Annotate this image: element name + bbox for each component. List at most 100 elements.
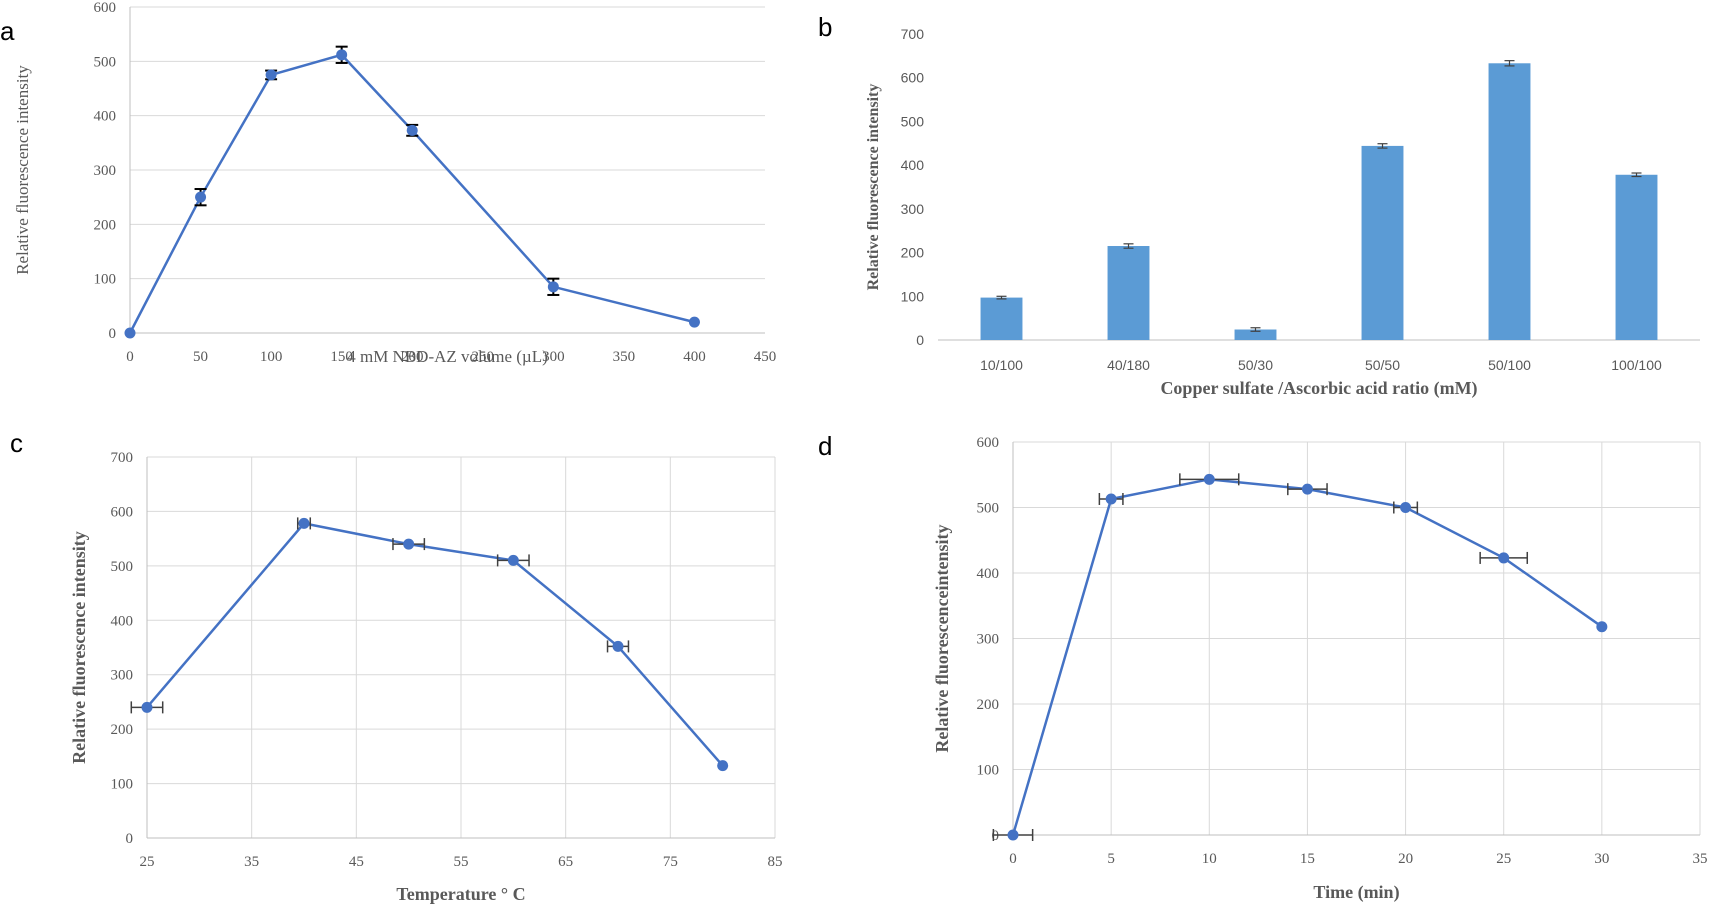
bar [1488,63,1531,340]
bar [1361,145,1404,340]
x-tick-label: 25 [1496,851,1511,867]
data-point [1203,473,1215,485]
y-axis-title: Relative fluorescence intensity [69,531,89,764]
x-tick-label: 20 [1398,851,1413,867]
chart-panel-d: 0 100 200 300 400 500 600 0 5 10 15 20 25 30 35 Time (m… [932,435,1708,903]
x-tick-label: 45 [349,854,364,870]
bar [1107,246,1150,340]
bar [1234,329,1277,340]
x-tick-label: 200 [401,349,424,365]
data-point [547,281,559,293]
data-point [612,640,624,652]
y-tick-label: 400 [901,157,925,173]
y-tick-label: 400 [94,109,117,125]
panel-letter-d: d [818,431,832,461]
x-tick-label: 100 [260,349,283,365]
y-tick-label: 200 [901,245,925,261]
data-point [507,554,519,566]
data-point [195,191,207,203]
data-point [298,517,310,529]
panel-letter-c: c [10,428,23,458]
y-tick-label: 700 [111,450,134,466]
chart-panel-b: 0 100 200 300 400 500 600 700 10/100 40/180 50/30 5… [865,26,1700,399]
y-tick-label: 100 [94,272,117,288]
data-point [717,760,729,772]
y-tick-label: 300 [901,201,925,217]
x-axis-title: Time (min) [1313,882,1399,903]
data-point [1007,829,1019,841]
y-tick-label: 0 [126,831,134,847]
data-point [403,538,415,550]
y-tick-label: 500 [111,559,134,575]
y-axis-title: Relative fluorescenceintensity [932,524,952,752]
x-tick-label: 350 [613,349,636,365]
chart-panel-a: 0 100 200 300 400 500 600 0 50 100 150 200 250 300 350… [13,0,776,366]
x-tick-label: 35 [244,854,259,870]
x-category-label: 50/50 [1365,357,1400,373]
x-axis-title: Temperature ° C [396,884,525,904]
x-tick-label: 75 [663,854,678,870]
x-tick-label: 15 [1300,851,1315,867]
x-tick-label: 0 [1009,851,1017,867]
x-category-label: 100/100 [1611,357,1662,373]
series-line [128,53,695,334]
bar [980,297,1023,340]
data-point [265,69,277,81]
x-category-label: 50/30 [1238,357,1273,373]
y-tick-label: 600 [94,0,117,16]
y-tick-label: 0 [992,828,1000,844]
y-tick-label: 400 [111,613,134,629]
data-point [1301,483,1313,495]
x-tick-label: 50 [193,349,208,365]
y-tick-label: 300 [977,632,1000,648]
y-tick-label: 700 [901,26,925,42]
y-tick-label: 0 [109,326,117,342]
data-point [1400,502,1412,513]
chart-panel-c: 0 100 200 300 400 500 600 700 25 35 45 55 65 75 85 Temp… [69,450,783,904]
x-tick-label: 5 [1107,851,1115,867]
x-axis-title: 4 mM NBD-AZ volume (µL) [347,347,548,366]
x-tick-label: 250 [472,349,495,365]
y-tick-label: 200 [94,217,117,233]
x-tick-label: 300 [542,349,565,365]
y-tick-label: 100 [111,777,134,793]
x-tick-label: 25 [140,854,155,870]
x-tick-label: 85 [768,854,783,870]
y-axis-title: Relative fluorescence intensity [865,84,882,291]
x-tick-label: 65 [558,854,573,870]
x-tick-label: 55 [454,854,469,870]
y-tick-label: 300 [94,163,117,179]
x-tick-label: 30 [1594,851,1609,867]
data-point [141,701,153,713]
y-tick-label: 300 [111,668,134,684]
x-tick-label: 400 [683,349,706,365]
panel-letter-a: a [0,16,15,46]
data-point [406,124,418,136]
y-tick-label: 600 [111,504,134,520]
data-point [1596,621,1608,633]
data-point [1498,552,1510,564]
x-tick-label: 0 [126,349,134,365]
y-tick-label: 600 [977,435,1000,451]
y-tick-label: 400 [977,566,1000,582]
y-tick-label: 0 [916,332,924,348]
data-point [336,49,348,61]
y-tick-label: 200 [111,722,134,738]
panel-letter-b: b [818,12,832,42]
x-category-label: 50/100 [1488,357,1531,373]
y-tick-label: 100 [977,763,1000,779]
y-tick-label: 500 [94,54,117,70]
x-tick-label: 450 [754,349,777,365]
x-tick-label: 10 [1202,851,1217,867]
series-line [146,522,724,767]
y-tick-label: 100 [901,288,925,304]
bar [1615,174,1658,340]
x-axis-title: Copper sulfate /Ascorbic acid ratio (mM) [1160,378,1477,399]
data-point [124,327,136,339]
y-tick-label: 200 [977,697,1000,713]
y-tick-label: 600 [901,70,925,86]
x-tick-label: 150 [330,349,353,365]
y-axis-title: Relative fluorescence intensity [13,65,32,275]
y-tick-label: 500 [901,113,925,129]
